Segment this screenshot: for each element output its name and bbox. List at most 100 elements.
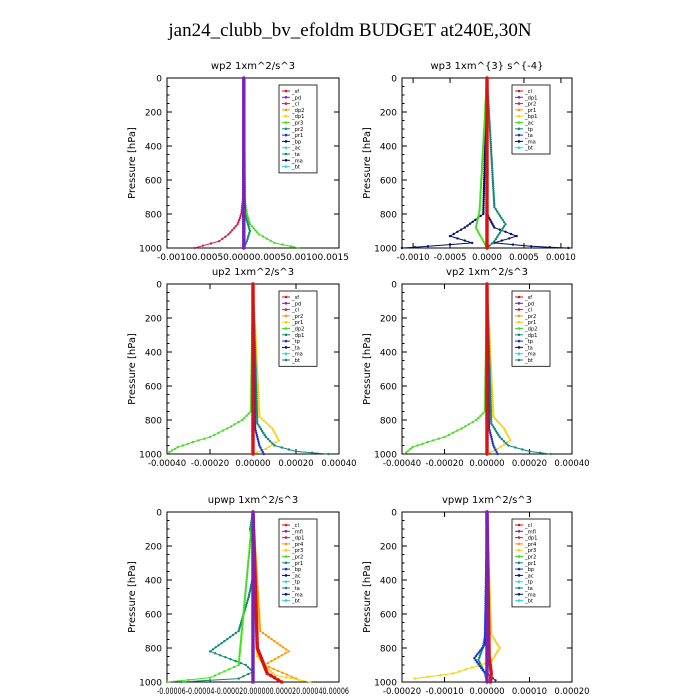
series-point bbox=[242, 246, 246, 250]
series-point bbox=[492, 656, 495, 659]
legend-entry: _ac bbox=[524, 573, 534, 579]
series-point bbox=[266, 661, 270, 665]
legend-marker bbox=[284, 102, 288, 105]
series-point bbox=[413, 246, 417, 249]
series-point bbox=[492, 187, 495, 190]
series-point bbox=[252, 227, 255, 230]
series-point bbox=[217, 644, 220, 647]
legend-marker bbox=[517, 542, 521, 546]
series-point bbox=[226, 638, 229, 641]
series-point bbox=[238, 216, 242, 220]
series-point bbox=[480, 168, 484, 171]
series-point bbox=[474, 218, 477, 221]
series-point bbox=[502, 440, 506, 443]
series-point bbox=[491, 442, 494, 445]
y-axis-label: Pressure [hPa] bbox=[127, 127, 138, 199]
series-point bbox=[219, 654, 222, 657]
series-point bbox=[287, 448, 290, 451]
series-point bbox=[173, 447, 177, 451]
legend-marker bbox=[517, 567, 521, 571]
legend-marker bbox=[284, 302, 288, 305]
series-point bbox=[249, 587, 252, 591]
series-point bbox=[257, 442, 261, 445]
series-point bbox=[257, 599, 260, 602]
series-point bbox=[255, 409, 259, 413]
series-point bbox=[478, 664, 482, 668]
series-line-green bbox=[405, 284, 488, 453]
series-point bbox=[479, 649, 482, 652]
series-point bbox=[496, 235, 499, 239]
series-point bbox=[257, 403, 261, 406]
series-point bbox=[491, 177, 494, 180]
series-point bbox=[501, 218, 504, 222]
series-line-green bbox=[168, 284, 254, 453]
legend-marker bbox=[284, 127, 288, 131]
series-point bbox=[247, 218, 250, 222]
series-point bbox=[478, 232, 481, 235]
series-point bbox=[426, 245, 430, 248]
series-point bbox=[241, 623, 244, 626]
legend-marker bbox=[284, 140, 288, 143]
series-point bbox=[489, 416, 493, 419]
series-point bbox=[237, 218, 241, 222]
series-point bbox=[244, 592, 247, 595]
series-point bbox=[493, 417, 497, 420]
x-tick-labels: -0.00006-0.00004-0.000020.000000.000020.… bbox=[157, 687, 349, 697]
series-point bbox=[261, 450, 264, 454]
series-point bbox=[482, 131, 486, 135]
series-point bbox=[258, 619, 261, 622]
y-tick-label: 1000 bbox=[374, 245, 397, 255]
series-point bbox=[483, 176, 486, 179]
series-point bbox=[503, 429, 507, 432]
series-point bbox=[257, 395, 260, 398]
series-point bbox=[243, 416, 246, 420]
series-point bbox=[488, 128, 492, 131]
legend-marker bbox=[284, 536, 288, 539]
series-point bbox=[246, 235, 250, 239]
legend-marker bbox=[517, 586, 521, 590]
legend-marker bbox=[284, 114, 288, 118]
series-point bbox=[485, 680, 489, 684]
series-point bbox=[247, 557, 250, 561]
legend-entry: _pr1 bbox=[524, 320, 536, 326]
series-point bbox=[237, 420, 240, 424]
legend-entry: _bt bbox=[291, 358, 300, 364]
series-point bbox=[233, 423, 236, 426]
series-point bbox=[490, 422, 493, 425]
series-point bbox=[244, 590, 247, 593]
series-point bbox=[400, 246, 404, 250]
series-point bbox=[477, 662, 480, 666]
series-point bbox=[481, 154, 484, 157]
series-point bbox=[493, 428, 497, 431]
legend-entry: _pr3 bbox=[291, 548, 303, 554]
legend-marker bbox=[517, 339, 521, 343]
series-point bbox=[310, 451, 314, 454]
series-point bbox=[567, 246, 570, 250]
x-tick-label: -0.0005 bbox=[434, 253, 467, 263]
series-point bbox=[492, 444, 495, 447]
series-point bbox=[249, 668, 252, 671]
series-point bbox=[267, 665, 271, 669]
legend-entry: _dp1 bbox=[291, 114, 304, 120]
series-point bbox=[496, 642, 499, 646]
series-point bbox=[262, 452, 265, 456]
series-point bbox=[289, 245, 293, 248]
series-point bbox=[492, 411, 495, 414]
series-point bbox=[411, 446, 414, 449]
panel-title: upwp 1xm^2/s^3 bbox=[208, 495, 298, 506]
legend-entry: _bp1 bbox=[524, 114, 537, 120]
series-point bbox=[244, 588, 247, 591]
series-line-teal bbox=[486, 77, 507, 249]
series-point bbox=[258, 411, 261, 414]
series-point bbox=[491, 399, 494, 402]
series-point bbox=[451, 431, 455, 434]
series-point bbox=[447, 433, 450, 437]
series-point bbox=[224, 656, 227, 659]
series-point bbox=[502, 225, 506, 228]
series-point bbox=[240, 629, 244, 632]
series-point bbox=[490, 158, 493, 162]
legend-marker bbox=[517, 295, 521, 299]
series-point bbox=[258, 413, 261, 416]
series-point bbox=[247, 559, 250, 563]
series-point bbox=[229, 231, 232, 234]
